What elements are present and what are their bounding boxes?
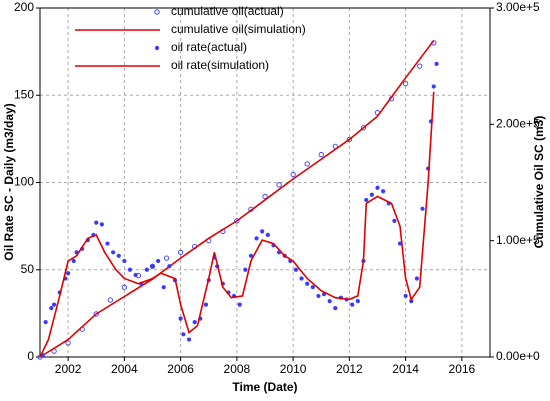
point <box>316 293 321 299</box>
point <box>305 281 310 286</box>
point <box>402 80 409 87</box>
point <box>43 320 48 325</box>
y-tick-label: 100 <box>14 175 34 189</box>
point <box>167 264 172 269</box>
point <box>121 284 128 290</box>
line <box>39 40 435 358</box>
y2-tick-label: 2.00e+5 <box>496 117 540 131</box>
point <box>417 63 423 69</box>
point <box>71 258 76 264</box>
point <box>192 320 197 325</box>
point <box>237 302 242 307</box>
point <box>111 250 116 255</box>
point <box>260 229 265 234</box>
point <box>375 185 380 190</box>
point <box>107 297 113 303</box>
point <box>434 61 439 66</box>
point <box>203 302 209 307</box>
point <box>156 258 161 264</box>
point <box>186 337 192 342</box>
x-axis-title: Time (Date) <box>232 380 297 394</box>
point <box>431 84 436 89</box>
point <box>116 253 121 258</box>
x-tick-label: 2008 <box>224 362 251 376</box>
point <box>350 302 355 307</box>
plot-frame <box>39 7 491 358</box>
point <box>65 340 71 346</box>
point <box>346 136 353 143</box>
point <box>181 332 186 337</box>
y-tick-label: 0 <box>27 349 34 363</box>
y2-tick-label: 1.00e+5 <box>496 233 540 247</box>
point <box>163 255 170 261</box>
point <box>105 241 110 246</box>
legend-label: oil rate(actual) <box>171 40 247 54</box>
point <box>149 263 156 269</box>
x-tick-label: 2016 <box>449 362 476 376</box>
point <box>66 271 71 276</box>
legend-swatch <box>154 9 160 15</box>
legend-label: cumulative oil(simulation) <box>171 22 306 36</box>
y-tick-label: 50 <box>21 262 35 276</box>
point <box>94 220 99 225</box>
point <box>310 285 315 290</box>
x-tick-label: 2004 <box>111 362 138 376</box>
point <box>51 302 57 307</box>
y-tick-label: 150 <box>14 87 34 101</box>
point <box>122 258 127 264</box>
point <box>177 249 184 255</box>
point <box>254 236 259 241</box>
y2-axis-title: Cumulative Oil SC (m3) <box>532 116 546 249</box>
point <box>178 316 183 321</box>
y2-tick-label: 0.00e+0 <box>496 349 540 363</box>
point <box>248 253 254 258</box>
legend-label: oil rate(simulation) <box>171 58 269 72</box>
point <box>333 306 338 311</box>
point <box>327 299 332 304</box>
y-axis-title: Oil Rate SC - Daily (m3/day) <box>2 103 16 260</box>
point <box>262 193 268 200</box>
point <box>364 197 369 203</box>
y2-tick-label: 3.00e+5 <box>496 0 540 14</box>
x-tick-label: 2010 <box>280 362 307 376</box>
point <box>234 218 240 224</box>
point <box>299 276 304 281</box>
point <box>243 267 248 272</box>
legend-swatch <box>154 45 160 51</box>
x-tick-label: 2002 <box>55 362 82 376</box>
point <box>414 276 419 281</box>
legend-label: cumulative oil(actual) <box>171 4 284 18</box>
point <box>150 264 155 269</box>
point <box>409 299 414 304</box>
point <box>93 311 99 317</box>
point <box>369 192 374 197</box>
point <box>355 299 360 304</box>
point <box>133 272 138 278</box>
point <box>403 293 408 299</box>
point <box>304 161 310 167</box>
x-tick-label: 2006 <box>167 362 194 376</box>
point <box>144 267 149 272</box>
point <box>420 206 425 211</box>
line <box>39 91 435 358</box>
point <box>99 222 104 227</box>
point <box>392 218 397 223</box>
point <box>290 171 296 178</box>
point <box>161 285 166 290</box>
point <box>381 189 386 194</box>
point <box>293 267 299 272</box>
point <box>360 125 367 131</box>
point <box>265 232 270 237</box>
point <box>276 182 282 188</box>
point <box>127 267 133 272</box>
x-tick-label: 2014 <box>392 362 419 376</box>
point <box>318 151 324 158</box>
x-tick-label: 2012 <box>336 362 363 376</box>
point <box>49 306 54 311</box>
y-tick-label: 200 <box>14 0 34 14</box>
